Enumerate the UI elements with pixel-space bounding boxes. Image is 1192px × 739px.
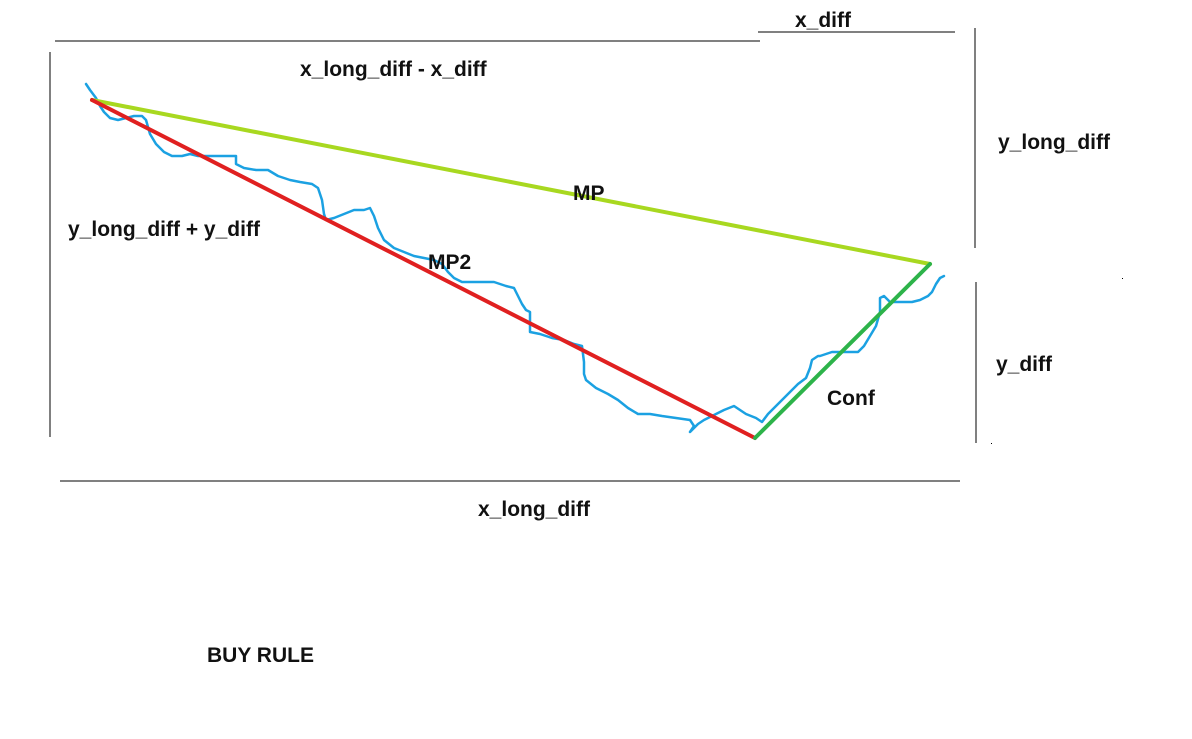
mp2-line: [90, 98, 757, 440]
stray-dot: [991, 443, 992, 444]
x-long-diff-minus-x-diff-label: x_long_diff - x_diff: [300, 58, 488, 81]
buy-rule-label: BUY RULE: [207, 644, 314, 667]
price-path: [84, 82, 946, 434]
stray-dot: [1122, 278, 1123, 279]
x-diff-label: x_diff: [795, 9, 852, 32]
x-long-diff-label: x_long_diff: [478, 498, 591, 521]
y-long-diff-plus-y-diff-label: y_long_diff + y_diff: [68, 218, 261, 241]
y-diff-label: y_diff: [996, 353, 1053, 376]
conf-line: [753, 262, 932, 440]
mp-line: [90, 98, 932, 266]
conf-label: Conf: [827, 387, 876, 410]
y-long-diff-label: y_long_diff: [998, 131, 1111, 154]
mp2-label: MP2: [428, 251, 471, 274]
mp-label: MP: [573, 182, 605, 205]
